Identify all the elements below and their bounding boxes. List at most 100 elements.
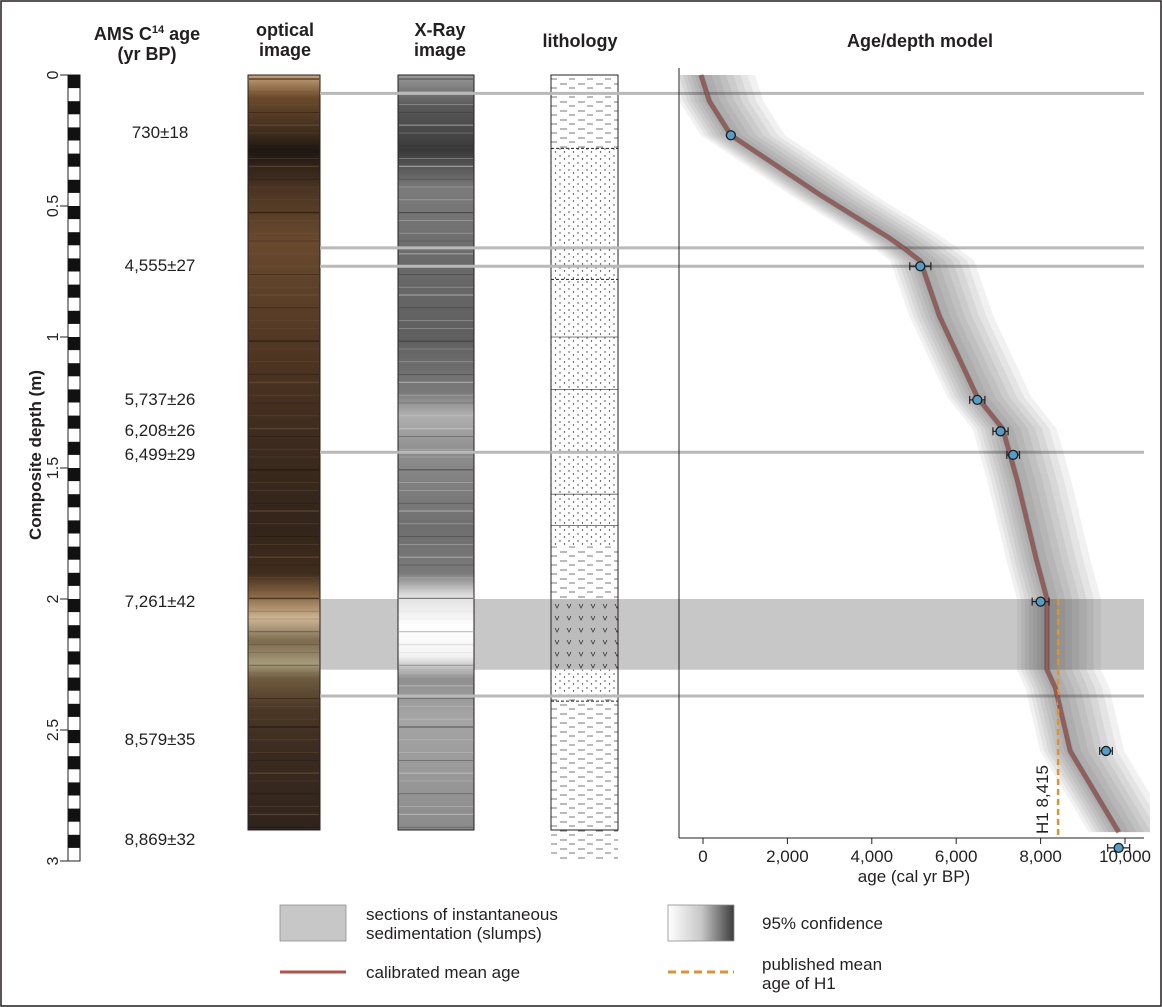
xray-header-line2: image — [413, 40, 467, 60]
legend-confidence-swatch — [667, 904, 735, 942]
ams-header-sup: 14 — [151, 24, 165, 36]
confidence-envelope — [686, 75, 1144, 833]
ams-header-tail: age — [164, 24, 201, 44]
model-header-text: Age/depth model — [846, 31, 993, 51]
h1-label: H1 8,415 — [1033, 765, 1052, 834]
depth-ruler: 0 0.5 1 1.5 2 2.5 3 — [45, 70, 81, 865]
optical-core-laminae — [249, 78, 319, 828]
depth-tick-label: 3 — [45, 856, 62, 865]
optical-header-line2: image — [258, 40, 312, 60]
ruler-segment — [68, 75, 80, 89]
dated-sample-point — [1100, 745, 1112, 757]
xray-image-header: X-Ray image — [385, 20, 495, 60]
ruler-segment — [68, 677, 80, 691]
lithology-unit — [551, 546, 618, 599]
ams-age-label: 6,208±26 — [124, 421, 196, 441]
depth-tick-label: 0 — [45, 70, 62, 79]
ams-age-header: AMS C14 age (yr BP) — [82, 20, 212, 64]
x-tick-label: 4,000 — [851, 847, 894, 866]
lithology-header-text: lithology — [542, 31, 618, 51]
ams-header-units: (yr BP) — [117, 44, 177, 64]
legend-confidence-text: 95% confidence — [762, 914, 883, 933]
ruler-segment — [68, 808, 80, 822]
ruler-segment — [68, 441, 80, 455]
legend-slump-line1: sections of instantaneous — [366, 905, 558, 924]
ams-age-label: 7,261±42 — [124, 591, 196, 611]
optical-core-image — [247, 74, 321, 831]
x-tick-label: 8,000 — [1019, 847, 1062, 866]
dated-sample-point — [1035, 596, 1046, 607]
depth-tick-label: 1.5 — [45, 457, 62, 479]
lithology-header: lithology — [520, 31, 640, 51]
optical-image-header: optical image — [230, 20, 340, 60]
ruler-segment — [68, 468, 80, 482]
legend-h1-line2: age of H1 — [762, 974, 836, 993]
x-tick-label: 2,000 — [766, 847, 809, 866]
mean-age-line — [699, 74, 1120, 833]
legend-slump-text: sections of instantaneous sedimentation … — [366, 905, 558, 943]
ams-header-text: AMS C — [93, 24, 152, 44]
xray-core-laminae — [399, 78, 473, 828]
ruler-segment — [68, 127, 80, 141]
x-axis-label: age (cal yr BP) — [858, 867, 970, 886]
ruler-segment — [68, 730, 80, 744]
ruler-segment — [68, 232, 80, 246]
depth-tick-label: 2 — [45, 594, 62, 603]
depth-tick-label: 1 — [45, 332, 62, 341]
ams-age-label: 8,579±35 — [124, 730, 196, 750]
legend-h1-text: published mean age of H1 — [762, 955, 882, 993]
ams-age-label: 5,737±26 — [124, 389, 196, 409]
dated-sample-point — [1008, 449, 1019, 461]
ruler-segment — [68, 389, 80, 403]
dated-sample-point — [972, 394, 983, 406]
legend — [279, 904, 735, 974]
ruler-segment — [68, 179, 80, 193]
ruler-segment — [68, 415, 80, 429]
ruler-segment — [68, 782, 80, 796]
ams-age-label: 730±18 — [131, 122, 189, 142]
horizon-lines — [320, 91, 1144, 698]
ams-age-label: 4,555±27 — [124, 256, 196, 276]
depth-tick-label: 2.5 — [45, 719, 62, 741]
dated-sample-point — [915, 261, 926, 272]
ruler-segment — [68, 625, 80, 639]
ruler-segment — [68, 153, 80, 167]
ruler-segment — [68, 284, 80, 298]
confidence-envelope — [680, 75, 1150, 833]
x-tick-label: 0 — [698, 847, 707, 866]
optical-header-line1: optical — [255, 20, 314, 40]
confidence-envelope — [682, 75, 1150, 833]
ruler-segment — [68, 756, 80, 770]
ruler-segment — [68, 703, 80, 717]
age-depth-plot: 0 2,000 4,000 6,000 8,000 10,000 age (cal yr B… — [678, 68, 1151, 886]
lithology-unit — [551, 148, 618, 248]
ruler-segment — [68, 337, 80, 351]
ruler-segment — [68, 520, 80, 534]
ruler-segment — [68, 101, 80, 115]
lithology-unit — [551, 695, 618, 861]
lithology-column — [550, 74, 619, 861]
legend-slump-line2: sedimentation (slumps) — [366, 924, 542, 943]
ruler-segment — [68, 834, 80, 848]
age-depth-model-header: Age/depth model — [800, 31, 1040, 51]
ams-age-label: 6,499±29 — [124, 444, 196, 464]
x-tick-label: 10,000 — [1099, 847, 1151, 866]
ruler-segment — [68, 599, 80, 613]
lithology-unit — [551, 599, 618, 670]
ruler-segment — [68, 206, 80, 220]
ruler-segment — [68, 651, 80, 665]
ruler-segment — [68, 572, 80, 586]
ruler-segment — [68, 310, 80, 324]
xray-header-line1: X-Ray — [414, 20, 466, 40]
ruler-segment — [68, 546, 80, 560]
lithology-unit — [551, 75, 618, 149]
depth-axis-label: Composite depth (m) — [26, 370, 45, 540]
legend-h1-line1: published mean — [762, 955, 883, 974]
ams-age-label: 8,869±32 — [124, 830, 196, 850]
confidence-envelope — [680, 75, 1150, 833]
dated-sample-point — [1113, 842, 1124, 854]
depth-tick-label: 0.5 — [45, 195, 62, 217]
